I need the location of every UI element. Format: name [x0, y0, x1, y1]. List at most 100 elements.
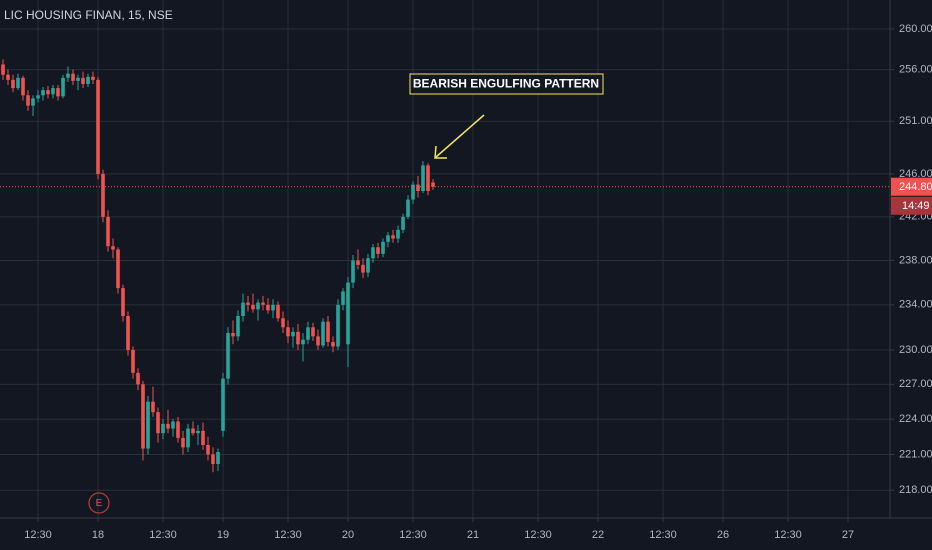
candle-body [221, 378, 225, 431]
annotation-text: BEARISH ENGULFING PATTERN [413, 77, 599, 91]
candle-body [401, 216, 405, 230]
candle-body [351, 260, 355, 283]
event-marker-label[interactable]: E [96, 498, 103, 509]
x-tick-label: 27 [842, 529, 854, 541]
candles [0, 59, 890, 473]
candle-body [76, 77, 80, 81]
x-tick-label: 12:30 [649, 529, 677, 541]
candle-body [406, 199, 410, 217]
candle-body [396, 229, 400, 239]
candle-body [131, 349, 135, 373]
x-tick-label: 12:30 [524, 529, 552, 541]
candle-body [6, 74, 10, 80]
candle-body [301, 339, 305, 345]
candle-body [271, 304, 275, 311]
y-tick-label: 256.00 [899, 64, 932, 76]
candle-body [181, 437, 185, 448]
candle-body [276, 304, 280, 319]
candle-body [336, 304, 340, 347]
y-tick-label: 227.00 [899, 378, 932, 390]
candle-body [46, 90, 50, 95]
grid [0, 0, 890, 518]
candle-body [341, 291, 345, 305]
candle-body [16, 77, 20, 89]
candle-body [416, 184, 420, 192]
candle-body [66, 73, 70, 78]
candle-body [86, 76, 90, 84]
candle-body [106, 216, 110, 247]
candle-body [141, 384, 145, 449]
candle-body [166, 423, 170, 429]
x-tick-label: 12:30 [274, 529, 302, 541]
annotation-box [409, 73, 604, 95]
candle-body [111, 246, 115, 250]
y-tick-label: 251.00 [899, 115, 932, 127]
event-marker-circle[interactable] [88, 492, 110, 514]
candle-body [96, 79, 100, 174]
candle-body [91, 76, 95, 80]
candle-body [206, 444, 210, 455]
candle-body [11, 79, 15, 89]
candle-body [421, 165, 425, 192]
x-tick-label: 19 [217, 529, 229, 541]
countdown-badge [891, 196, 932, 215]
candle-body [61, 77, 65, 97]
candle-body [186, 428, 190, 448]
annotation-arrow [434, 114, 485, 159]
candle-body [346, 282, 350, 345]
y-tick-label: 230.00 [899, 344, 932, 356]
last-price-label: 244.80 [899, 181, 932, 193]
candle-body [26, 95, 30, 106]
candle-body [356, 260, 360, 265]
candle-body [376, 247, 380, 254]
axes: 260.00256.00251.00246.00242.00238.00234.… [24, 23, 932, 541]
candle-body [151, 401, 155, 413]
y-tick-label: 224.00 [899, 413, 932, 425]
candle-body [121, 288, 125, 317]
y-tick-label: 221.00 [899, 448, 932, 460]
candle-body [21, 77, 25, 96]
candle-body [236, 316, 240, 337]
candle-body [361, 264, 365, 273]
candle-body [71, 73, 75, 81]
candle-body [241, 302, 245, 317]
candle-body [31, 98, 35, 106]
candle-body [316, 336, 320, 346]
candle-body [266, 304, 270, 311]
x-tick-label: 12:30 [149, 529, 177, 541]
candle-body [126, 316, 130, 350]
x-tick-label: 21 [467, 529, 479, 541]
candle-body [51, 88, 55, 95]
candle-body [161, 423, 165, 434]
candle-body [326, 321, 330, 343]
x-tick-label: 12:30 [774, 529, 802, 541]
y-tick-label: 218.00 [899, 484, 932, 496]
candle-body [366, 258, 370, 273]
candle-body [296, 331, 300, 345]
candle-body [371, 247, 375, 259]
candle-body [176, 421, 180, 438]
candle-body [381, 241, 385, 254]
candle-body [191, 428, 195, 434]
candle-body [256, 302, 260, 310]
candle-body [56, 88, 60, 97]
y-tick-label: 246.00 [899, 168, 932, 180]
x-tick-label: 22 [592, 529, 604, 541]
candle-body [116, 249, 120, 289]
x-tick-label: 12:30 [24, 529, 52, 541]
y-tick-label: 238.00 [899, 254, 932, 266]
candle-body [201, 430, 205, 445]
y-tick-label: 260.00 [899, 23, 932, 35]
candle-body [1, 64, 5, 75]
candle-body [291, 331, 295, 337]
candle-body [81, 77, 85, 84]
candle-body [251, 304, 255, 310]
candle-body [146, 401, 150, 449]
candle-body [211, 454, 215, 464]
candle-body [321, 321, 325, 346]
x-tick-label: 18 [92, 529, 104, 541]
candle-body [36, 95, 40, 99]
candle-body [171, 421, 175, 429]
candle-body [306, 327, 310, 340]
